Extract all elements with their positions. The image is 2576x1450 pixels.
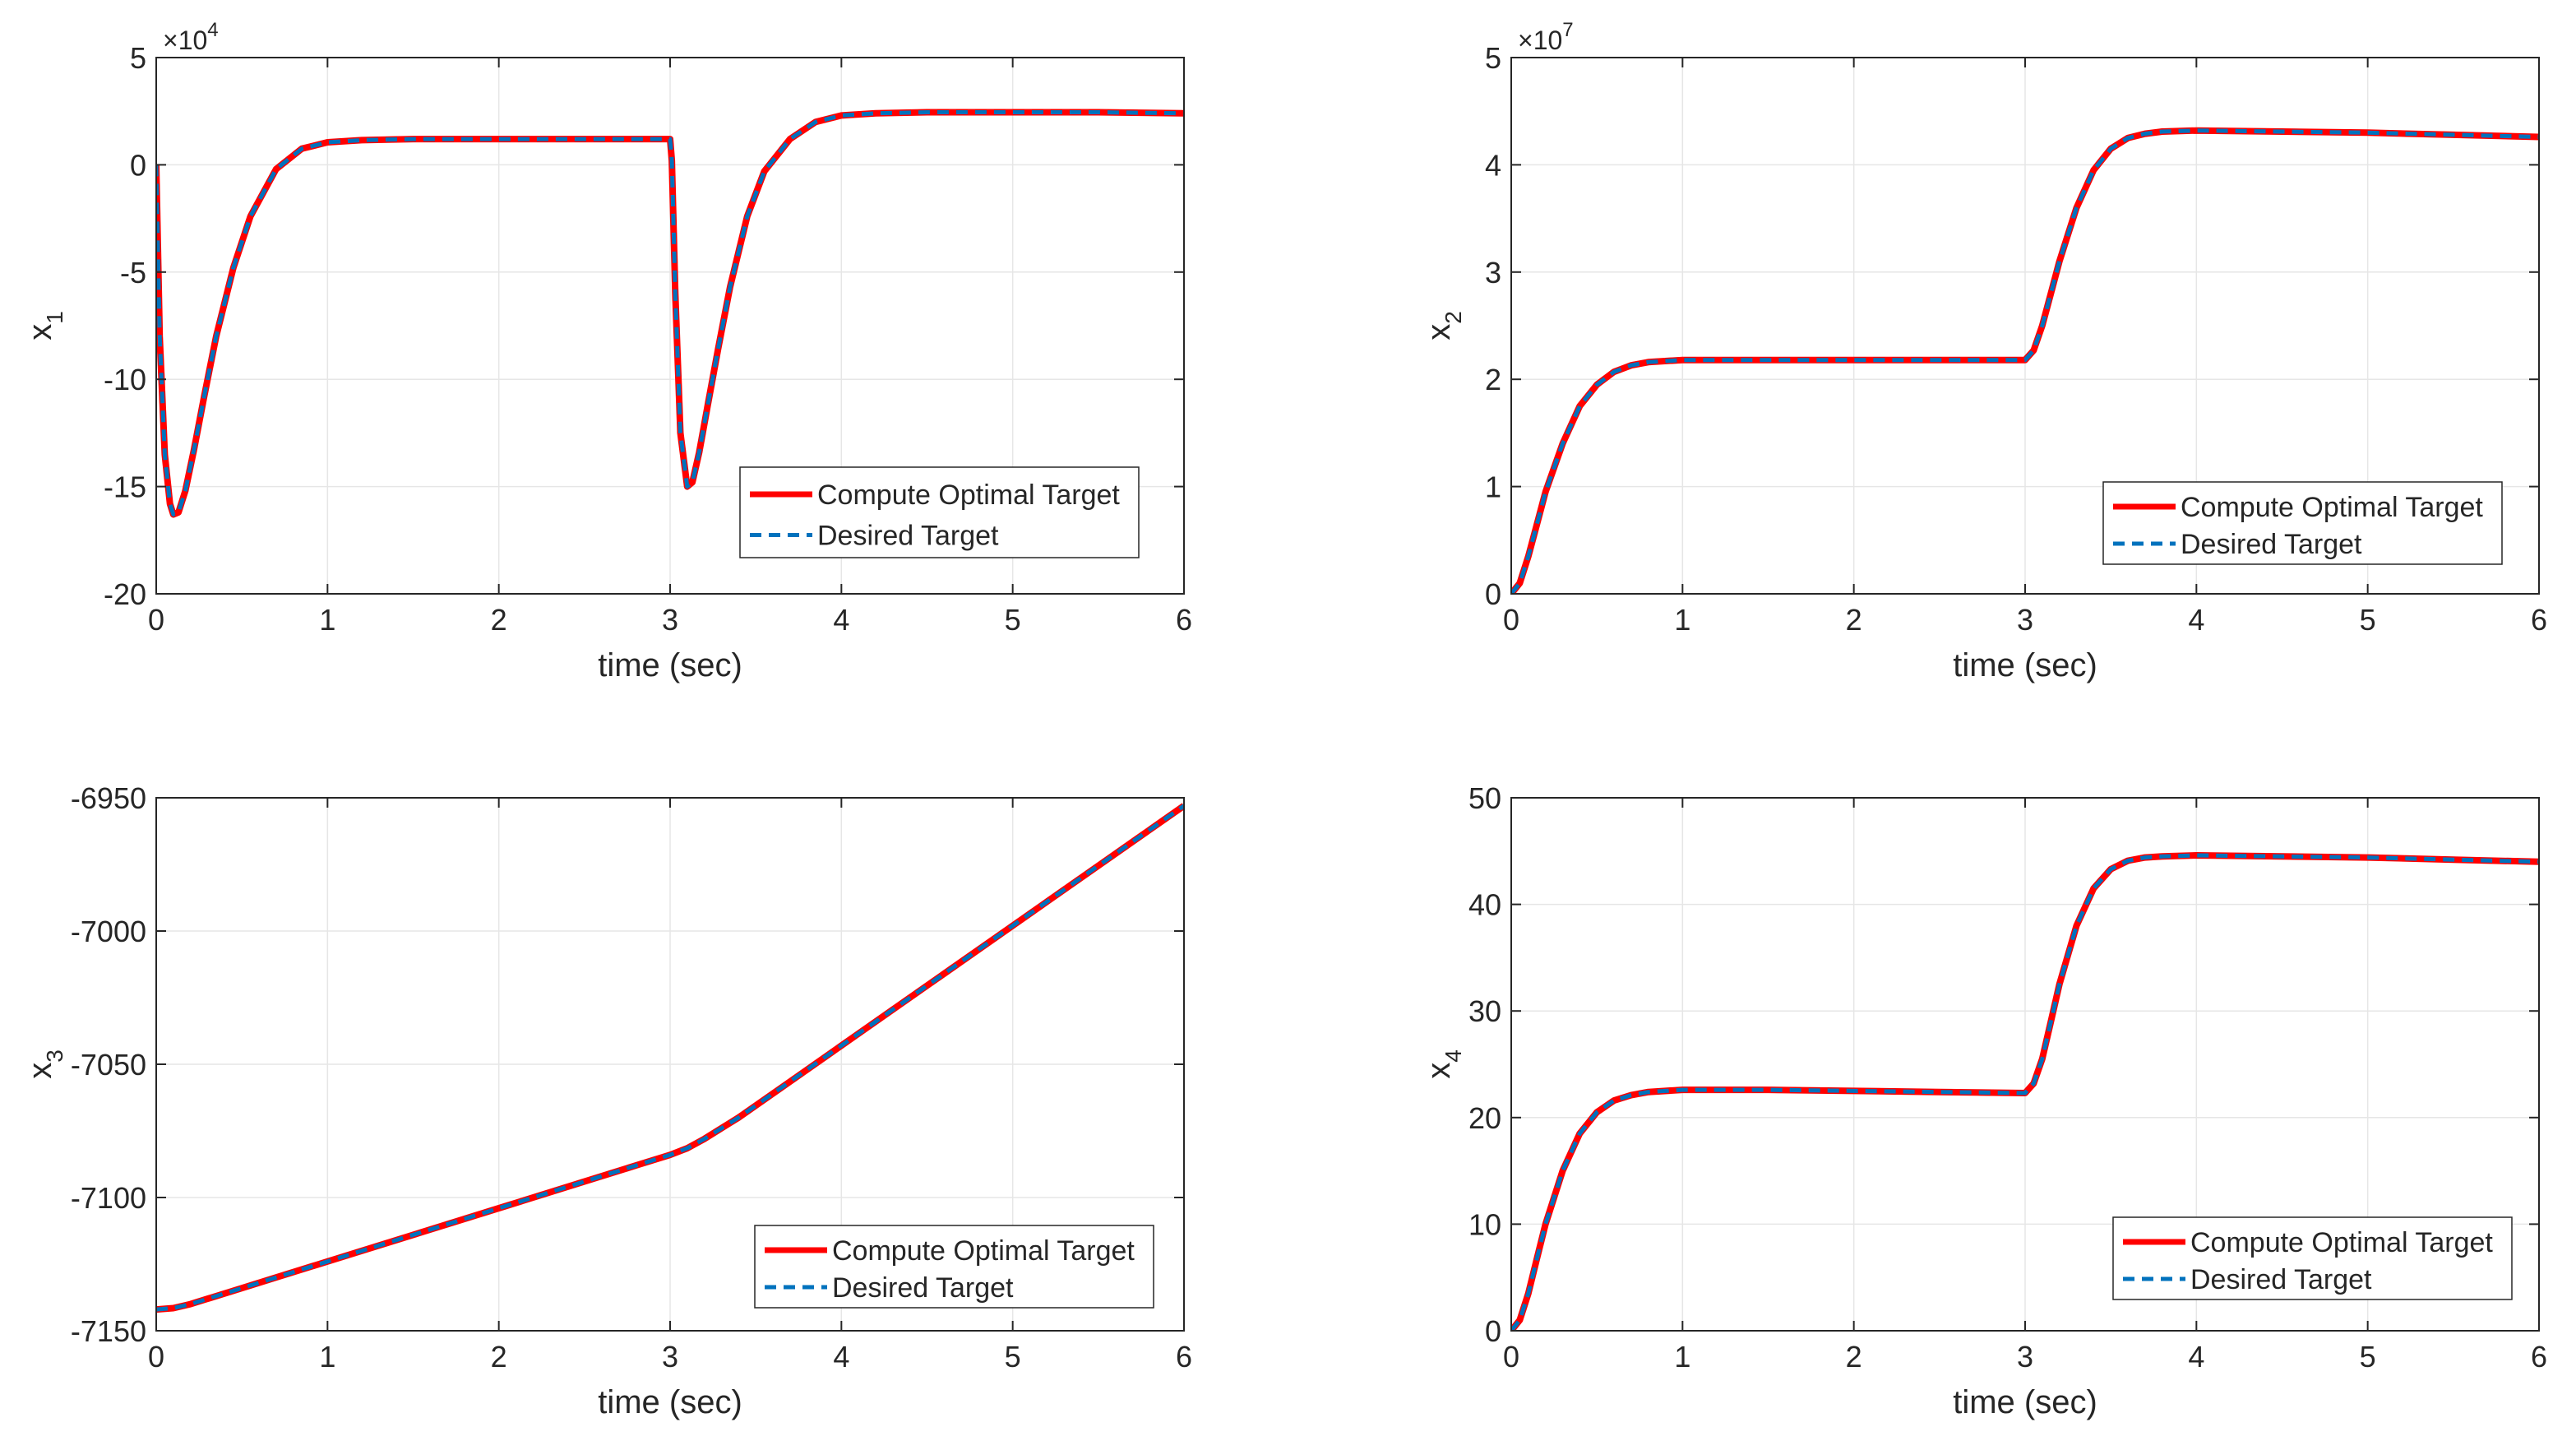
- x-tick-label: 1: [1674, 603, 1690, 637]
- y-tick-label: 3: [1485, 256, 1501, 290]
- y-tick-label: -10: [104, 363, 146, 396]
- y-tick-label: 50: [1468, 781, 1501, 815]
- series-line-desired-target: [1511, 853, 2539, 1331]
- x-tick-label: 3: [662, 1340, 678, 1374]
- legend: Compute Optimal Target Desired Target: [754, 1225, 1154, 1309]
- x-tick-label: 0: [1503, 603, 1519, 637]
- y-axis-label: x2: [1421, 311, 1466, 340]
- x-tick-label: 6: [1176, 603, 1192, 637]
- x-tick-label: 6: [1176, 1340, 1192, 1374]
- legend: Compute Optimal Target Desired Target: [2112, 1216, 2513, 1300]
- x-tick-label: 5: [2360, 603, 2376, 637]
- x-tick-label: 2: [1846, 603, 1862, 637]
- exponent-label: ×107: [1518, 19, 1574, 55]
- y-tick-label: -6950: [71, 781, 146, 815]
- legend-box: [2112, 1216, 2513, 1300]
- x-tick-label: 5: [1005, 603, 1021, 637]
- y-tick-label: 1: [1485, 470, 1501, 504]
- legend: Compute Optimal Target Desired Target: [739, 466, 1140, 558]
- y-tick-label: -7000: [71, 915, 146, 948]
- x-tick-label: 3: [662, 603, 678, 637]
- x-tick-label: 3: [2017, 1340, 2033, 1374]
- panel-x1: 0 1 2 3 4 5 6 -20 -15 -10 -5 0 5 ×104 time (sec) x1 Comp…: [22, 19, 1192, 683]
- x-tick-label: 4: [833, 1340, 849, 1374]
- x-tick-label: 3: [2017, 603, 2033, 637]
- panel-x2: 0 1 2 3 4 5 6 0 1 2 3 4 5 ×107 time (sec) x2 Compute Opt…: [1421, 19, 2547, 683]
- y-tick-label: -7150: [71, 1314, 146, 1348]
- x-tick-label: 5: [2360, 1340, 2376, 1374]
- panel-x3: 0 1 2 3 4 5 6 -7150 -7100 -7050 -7000 -6950 time (se…: [22, 781, 1192, 1420]
- x-tick-label: 4: [2188, 1340, 2204, 1374]
- series-line-desired-target: [156, 110, 1184, 517]
- x-axis-label: time (sec): [1953, 1384, 2097, 1420]
- legend: Compute Optimal Target Desired Target: [2102, 481, 2503, 565]
- y-tick-label: 20: [1468, 1101, 1501, 1135]
- y-tick-label: 0: [1485, 1314, 1501, 1348]
- x-axis-label: time (sec): [598, 647, 742, 683]
- legend-box: [739, 466, 1140, 558]
- y-tick-label: 5: [130, 41, 146, 75]
- legend-label-desired-target: Desired Target: [2181, 529, 2362, 560]
- x-tick-label: 2: [1846, 1340, 1862, 1374]
- y-tick-label: -5: [120, 256, 146, 290]
- legend-label-desired-target: Desired Target: [832, 1272, 1014, 1304]
- x-tick-label: 2: [491, 603, 507, 637]
- x-tick-label: 6: [2531, 603, 2547, 637]
- y-axis-label: x4: [1421, 1049, 1466, 1079]
- legend-label-compute-optimal-target: Compute Optimal Target: [832, 1235, 1135, 1267]
- x-tick-label: 2: [491, 1340, 507, 1374]
- y-axis-label: x3: [22, 1049, 67, 1079]
- legend-label-compute-optimal-target: Compute Optimal Target: [2190, 1227, 2493, 1258]
- x-tick-label: 0: [148, 603, 164, 637]
- series-line-desired-target: [1511, 128, 2539, 594]
- series-line-desired-target: [156, 804, 1184, 1312]
- x-tick-label: 0: [148, 1340, 164, 1374]
- y-tick-label: 30: [1468, 994, 1501, 1028]
- x-tick-label: 6: [2531, 1340, 2547, 1374]
- y-tick-label: -15: [104, 470, 146, 504]
- exponent-label: ×104: [163, 19, 219, 55]
- x-axis-label: time (sec): [598, 1384, 742, 1420]
- x-tick-label: 1: [319, 603, 335, 637]
- x-tick-label: 1: [1674, 1340, 1690, 1374]
- x-tick-label: 0: [1503, 1340, 1519, 1374]
- y-tick-label: 2: [1485, 363, 1501, 396]
- y-tick-label: 4: [1485, 148, 1501, 182]
- legend-label-desired-target: Desired Target: [2190, 1264, 2372, 1295]
- legend-label-compute-optimal-target: Compute Optimal Target: [2181, 492, 2483, 523]
- x-tick-label: 1: [319, 1340, 335, 1374]
- y-tick-label: -7100: [71, 1181, 146, 1215]
- x-tick-label: 4: [2188, 603, 2204, 637]
- legend-box: [2102, 481, 2503, 565]
- panel-x4: 0 1 2 3 4 5 6 0 10 20 30 40 50 time (sec) x4 Compute Op…: [1421, 781, 2547, 1420]
- y-tick-label: -20: [104, 577, 146, 611]
- y-tick-label: 40: [1468, 888, 1501, 922]
- y-tick-label: 5: [1485, 41, 1501, 75]
- x-tick-label: 4: [833, 603, 849, 637]
- legend-label-desired-target: Desired Target: [817, 521, 999, 552]
- x-tick-label: 5: [1005, 1340, 1021, 1374]
- y-tick-label: 0: [1485, 577, 1501, 611]
- y-tick-label: -7050: [71, 1048, 146, 1082]
- y-tick-label: 10: [1468, 1207, 1501, 1241]
- legend-box: [754, 1225, 1154, 1309]
- y-axis-label: x1: [22, 311, 67, 340]
- x-axis-label: time (sec): [1953, 647, 2097, 683]
- legend-label-compute-optimal-target: Compute Optimal Target: [817, 479, 1120, 511]
- y-tick-label: 0: [130, 148, 146, 182]
